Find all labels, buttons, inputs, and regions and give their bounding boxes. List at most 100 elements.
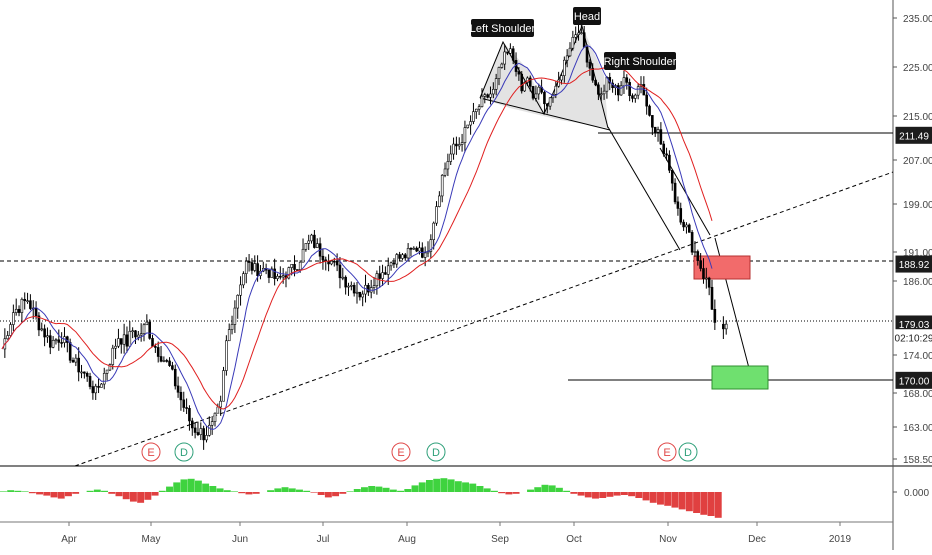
candle-body: [105, 369, 109, 374]
candle-body: [347, 285, 350, 288]
candlestick-series: [3, 24, 728, 450]
x-tick-label: Apr: [61, 534, 77, 545]
candle-body: [29, 300, 32, 309]
candle-body: [707, 277, 711, 288]
oscillator-bar: [375, 486, 383, 492]
candle-body: [338, 264, 342, 279]
candle-body: [588, 61, 592, 69]
candle-body: [162, 360, 166, 362]
head-shoulders-shade: [480, 26, 608, 128]
dividend-marker[interactable]: D: [174, 442, 194, 462]
oscillator-bar: [498, 492, 506, 494]
oscillator-bar: [86, 490, 94, 492]
y-tick-label: 207.00: [903, 156, 932, 167]
candle-body: [290, 264, 293, 268]
candle-body: [648, 105, 651, 116]
svg-text:188.92: 188.92: [899, 260, 930, 271]
oscillator-bar: [317, 492, 325, 495]
svg-text:D: D: [180, 447, 188, 459]
svg-text:02:10:29: 02:10:29: [895, 334, 932, 345]
candle-body: [185, 407, 188, 409]
candle-body: [227, 329, 231, 342]
x-tick-label: 2019: [829, 534, 852, 545]
svg-text:E: E: [147, 447, 154, 459]
oscillator-bar: [425, 480, 433, 492]
candle-body: [108, 364, 112, 371]
candle-body: [568, 47, 572, 57]
candle-body: [381, 272, 384, 279]
candle-body: [651, 115, 654, 128]
earnings-marker[interactable]: E: [391, 442, 411, 462]
earnings-marker[interactable]: E: [141, 442, 161, 462]
candle-body: [68, 342, 72, 361]
oscillator-bar: [353, 489, 361, 492]
oscillator-bar: [50, 492, 58, 498]
candle-body: [511, 48, 515, 61]
dividend-marker[interactable]: D: [678, 442, 698, 462]
svg-text:170.00: 170.00: [899, 376, 930, 387]
candle-body: [435, 206, 438, 224]
candle-body: [463, 127, 467, 143]
candle-body: [148, 321, 151, 339]
candle-body: [60, 342, 63, 344]
oscillator-bar: [599, 492, 607, 498]
earnings-marker[interactable]: E: [657, 442, 677, 462]
oscillator-bar: [223, 490, 231, 492]
oscillator-bar: [194, 480, 202, 492]
candle-body: [492, 89, 495, 95]
oscillator-bar: [714, 492, 722, 518]
candle-body: [134, 330, 137, 338]
candle-body: [48, 335, 52, 348]
oscillator-pane: 0.000: [0, 478, 929, 518]
candle-body: [554, 85, 558, 95]
target-box[interactable]: [711, 365, 769, 390]
candle-body: [46, 335, 49, 338]
dividend-marker[interactable]: D: [426, 442, 446, 462]
candle-body: [171, 365, 174, 370]
oscillator-bar: [310, 492, 318, 493]
candle-body: [577, 32, 580, 35]
candle-body: [503, 51, 506, 65]
oscillator-bar: [628, 492, 636, 497]
candle-body: [100, 383, 103, 388]
resistance-box[interactable]: [693, 255, 751, 280]
candle-body: [26, 300, 29, 303]
candle-body: [662, 143, 666, 155]
oscillator-bar: [433, 478, 441, 492]
oscillator-bar: [108, 492, 116, 494]
candle-body: [628, 82, 631, 96]
candle-body: [304, 243, 308, 250]
candle-body: [705, 277, 708, 280]
candle-body: [341, 276, 345, 279]
candle-body: [409, 248, 413, 250]
candle-body: [173, 368, 177, 387]
oscillator-bar: [592, 492, 599, 499]
candle-body: [139, 333, 143, 336]
oscillator-bar: [173, 482, 181, 492]
y-tick-label: 215.00: [903, 112, 932, 123]
candle-body: [585, 46, 589, 63]
oscillator-bar: [21, 491, 29, 492]
oscillator-bar: [129, 492, 137, 502]
candle-body: [188, 408, 191, 422]
candle-body: [23, 298, 27, 302]
oscillator-bar: [447, 479, 455, 492]
candle-body: [12, 312, 15, 325]
oscillator-bar: [332, 492, 340, 497]
price-label-level-211: 211.49: [895, 126, 932, 144]
candle-body: [602, 90, 606, 95]
candle-body: [350, 284, 353, 287]
candle-body: [690, 232, 694, 253]
oscillator-bar: [14, 490, 22, 492]
candle-body: [315, 243, 319, 248]
candle-body: [537, 86, 541, 95]
candle-body: [122, 334, 126, 345]
candle-body: [57, 339, 61, 343]
svg-text:Head: Head: [574, 11, 600, 23]
y-tick-label: 191.00: [903, 248, 932, 259]
candle-body: [165, 360, 169, 362]
candle-body: [506, 51, 509, 54]
candle-body: [202, 428, 205, 441]
